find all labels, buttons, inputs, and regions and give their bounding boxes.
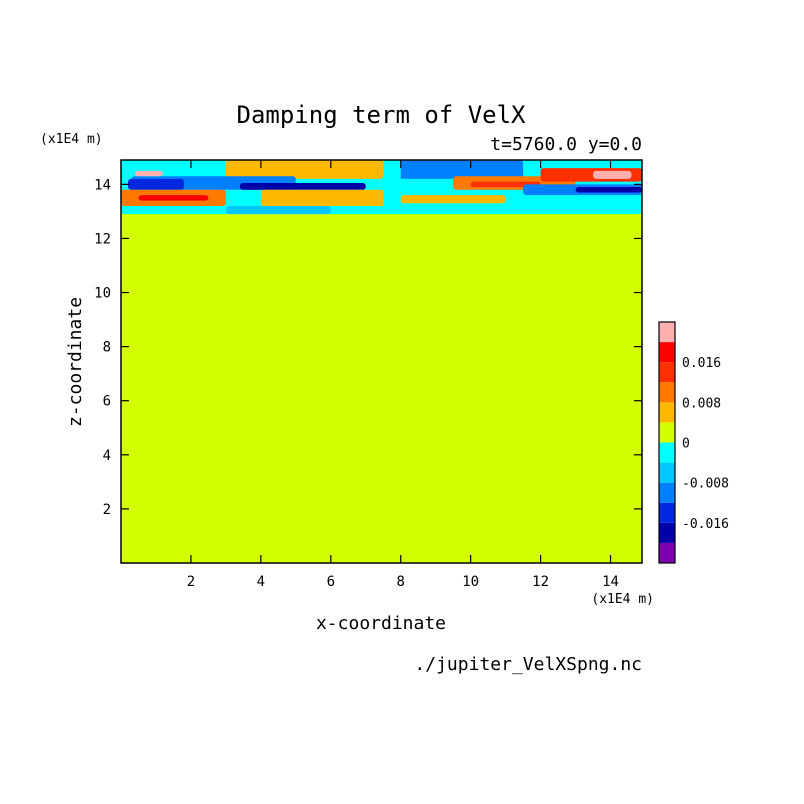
y-tick-label: 10 [94,286,111,302]
heatmap-cell-4 [127,178,184,190]
colorbar-swatch [659,322,675,343]
y-tick-label: 14 [94,177,111,193]
x-tick-label: 14 [602,574,619,590]
colorbar-swatch [659,462,675,483]
heatmap-field [121,160,642,563]
source-filename: ./jupiter_VelXSpng.nc [414,654,642,675]
colorbar: 0.016 0.008 0 -0.008 -0.016 [658,321,729,564]
heatmap-cell-7 [260,189,401,206]
x-unit-label: (x1E4 m) [591,592,654,607]
colorbar-swatch [659,482,675,503]
y-tick-label: 8 [103,340,111,356]
y-tick-label: 4 [103,448,111,464]
colorbar-swatch [659,382,675,403]
heatmap-cell-11 [386,160,524,179]
colorbar-tick-label: -0.008 [682,477,729,492]
heatmap-background [121,160,642,563]
heatmap-cell-19 [383,160,401,212]
x-tick-label: 6 [327,574,335,590]
heatmap-cell-17 [575,187,642,193]
colorbar-swatch [659,502,675,523]
heatmap-cell-18 [400,195,506,204]
x-axis-label: x-coordinate [316,613,446,634]
x-tick-label: 10 [462,574,479,590]
heatmap-cell-10 [141,172,156,175]
x-tick-label: 8 [397,574,405,590]
y-axis-label: z-coordinate [65,297,86,427]
colorbar-tick-label: 0.008 [682,396,721,411]
y-tick-label: 2 [103,502,111,518]
colorbar-swatch [659,542,675,563]
heatmap-cell-6 [138,195,209,201]
x-tick-label: 12 [532,574,549,590]
plot-frame [120,159,643,564]
axis-ticks: 2 4 6 8 10 12 14 2 4 6 8 10 12 14 [94,160,642,590]
colorbar-tick-label: 0.016 [682,356,721,371]
y-unit-label: (x1E4 m) [40,132,103,147]
colorbar-swatch [659,362,675,383]
colorbar-tick-label: -0.016 [682,517,729,532]
y-tick-label: 12 [94,231,111,247]
x-tick-label: 2 [187,574,195,590]
colorbar-tick-label: 0 [682,437,690,452]
y-tick-label: 6 [103,394,111,410]
heatmap-cell-15 [593,170,632,179]
colorbar-swatch [659,522,675,543]
colorbar-swatch [659,402,675,423]
colorbar-frame [658,321,676,564]
heatmap-cell-8 [225,205,331,215]
colorbar-swatch [659,442,675,463]
heatmap-cell-13 [470,181,541,188]
heatmap-cell-1 [225,160,384,179]
chart-title: Damping term of VelX [237,101,527,129]
colorbar-swatch [659,342,675,363]
chart-subtitle: t=5760.0 y=0.0 [490,134,642,155]
colorbar-swatch [659,422,675,443]
heatmap-cell-3 [239,182,366,190]
x-tick-label: 4 [257,574,265,590]
